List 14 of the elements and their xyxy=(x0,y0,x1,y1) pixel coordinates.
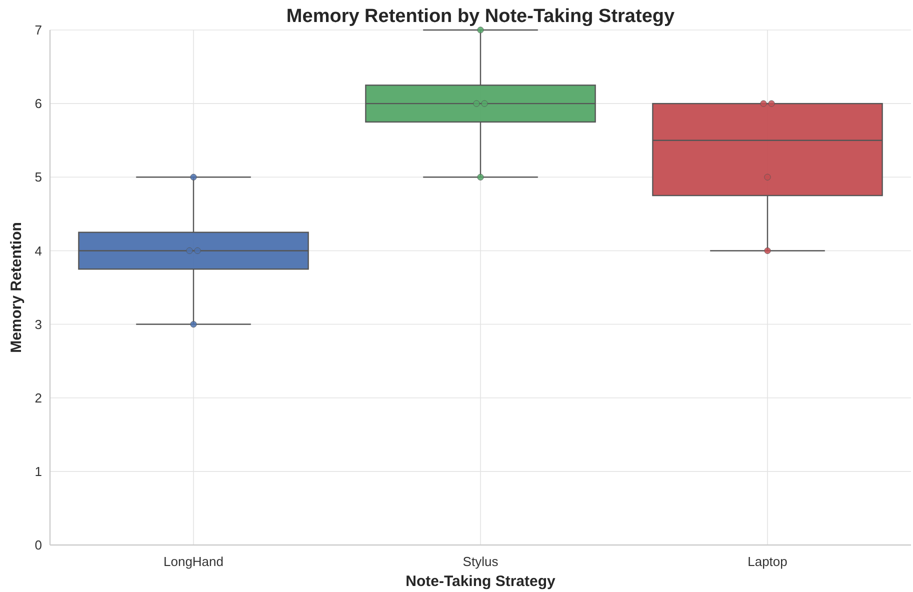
y-tick-label: 4 xyxy=(34,243,42,258)
y-tick-label: 1 xyxy=(34,464,42,479)
y-tick-label: 6 xyxy=(34,96,42,112)
y-tick-label: 0 xyxy=(34,538,42,553)
y-tick-label: 7 xyxy=(34,22,42,38)
x-tick-label: LongHand xyxy=(164,554,224,569)
x-tick-label: Stylus xyxy=(462,554,499,569)
chart-title: Memory Retention by Note-Taking Strategy xyxy=(286,6,675,27)
y-tick-label: 2 xyxy=(34,390,42,406)
x-tick-label: Laptop xyxy=(748,554,788,569)
y-tick-label: 5 xyxy=(34,170,42,185)
y-tick-label: 3 xyxy=(34,316,42,332)
x-axis-title: Note-Taking Strategy xyxy=(406,573,556,590)
y-axis-title: Memory Retention xyxy=(8,222,25,353)
